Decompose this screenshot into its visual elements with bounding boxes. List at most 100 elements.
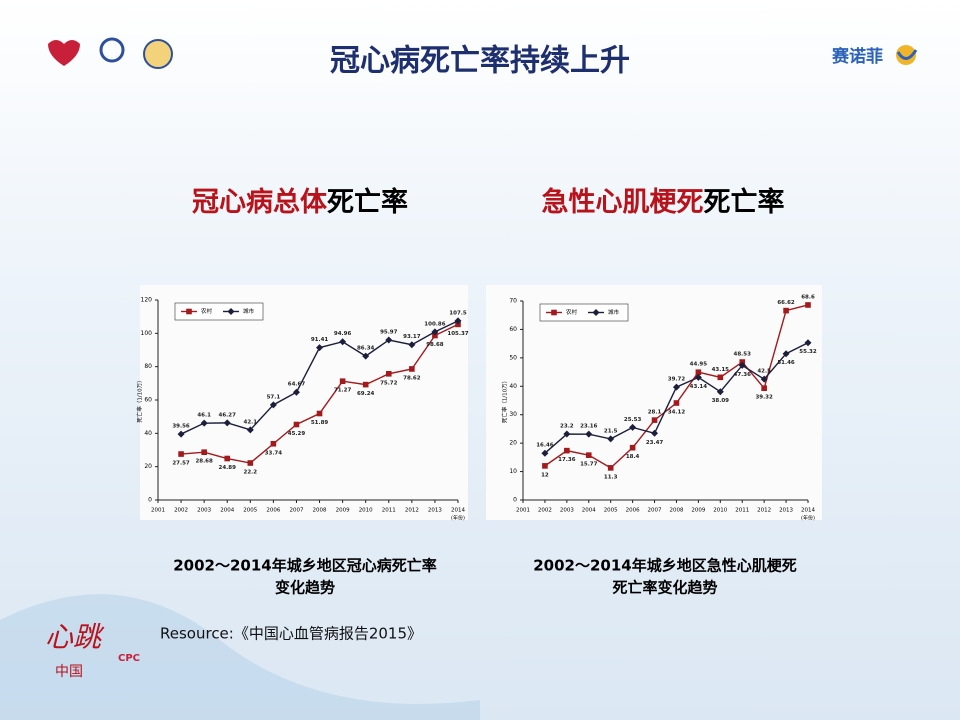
data-label: 47.36 xyxy=(734,372,752,378)
heading-part: 死亡率 xyxy=(327,186,408,218)
marker xyxy=(592,309,600,316)
data-label: 39.32 xyxy=(755,395,773,401)
x-tick-label: 2001 xyxy=(516,508,530,514)
x-tick-label: 2008 xyxy=(313,508,327,514)
heading-part: 冠心病总体 xyxy=(192,187,328,218)
marker xyxy=(607,435,615,443)
data-label: 46.1 xyxy=(197,413,211,419)
y-tick-label: 0 xyxy=(148,497,152,504)
x-tick-label: 2008 xyxy=(669,508,683,514)
marker xyxy=(408,341,416,349)
data-label: 22.2 xyxy=(244,470,258,476)
y-tick-label: 50 xyxy=(509,354,517,361)
data-label: 23.2 xyxy=(560,424,574,430)
legend-label: 农村 xyxy=(201,307,213,315)
caption: 2002～2014年城乡地区冠心病死亡率 xyxy=(173,557,437,575)
data-label: 33.74 xyxy=(265,450,283,456)
y-tick-label: 30 xyxy=(509,411,517,418)
data-label: 66.62 xyxy=(777,300,795,306)
marker xyxy=(782,350,790,358)
marker xyxy=(431,328,439,336)
marker xyxy=(227,308,235,315)
data-label: 48.53 xyxy=(734,352,752,358)
marker xyxy=(385,371,392,377)
badge-text: CPC xyxy=(118,653,140,664)
data-label: 55.32 xyxy=(799,349,817,355)
marker xyxy=(672,383,680,391)
marker xyxy=(607,465,614,471)
marker xyxy=(455,321,461,328)
y-axis-label: 死亡率（1/10万） xyxy=(136,377,144,422)
y-tick-label: 0 xyxy=(513,497,517,504)
marker xyxy=(783,307,789,314)
data-label: 11.3 xyxy=(604,474,618,480)
data-label: 25.53 xyxy=(624,417,642,423)
marker xyxy=(542,463,548,469)
marker xyxy=(409,366,415,372)
logos xyxy=(48,37,918,69)
decor xyxy=(0,594,480,720)
badge-text: 心跳 xyxy=(45,622,105,653)
data-label: 86.34 xyxy=(357,346,375,352)
marker xyxy=(362,352,370,360)
marker xyxy=(673,400,680,406)
x-tick-label: 2012 xyxy=(757,508,771,514)
x-tick-label: 2007 xyxy=(289,508,303,514)
legend-box xyxy=(539,303,629,322)
x-tick-label: 2013 xyxy=(428,508,442,514)
caption: 死亡率变化趋势 xyxy=(612,579,717,597)
data-label: 42.5 xyxy=(757,369,771,375)
x-tick-label: 2006 xyxy=(266,508,280,514)
caption: 变化趋势 xyxy=(275,579,335,597)
x-tick-label: 2013 xyxy=(779,508,793,514)
marker xyxy=(224,455,231,462)
data-label: 57.1 xyxy=(267,394,281,400)
marker xyxy=(717,374,724,381)
legend-box xyxy=(174,302,264,321)
marker xyxy=(454,317,462,325)
logo-text: 赛诺菲 xyxy=(831,46,883,67)
marker xyxy=(293,421,300,428)
data-label: 43.14 xyxy=(690,384,708,390)
chart-panel xyxy=(486,285,822,520)
marker xyxy=(270,440,277,447)
marker xyxy=(246,426,254,434)
marker xyxy=(651,417,658,423)
x-tick-label: 2004 xyxy=(582,508,596,514)
x-tick-label: 2007 xyxy=(648,508,662,514)
badge-text: 中国 xyxy=(55,664,83,680)
heading: 冠心病总体死亡率 xyxy=(192,186,408,218)
data-label: 27.57 xyxy=(172,461,190,467)
marker xyxy=(695,369,702,376)
x-tick-label: 2002 xyxy=(174,508,188,514)
x-tick-label: 2011 xyxy=(382,508,396,514)
data-label: 34.12 xyxy=(668,410,686,416)
data-label: 43.15 xyxy=(712,367,730,373)
data-label: 71.27 xyxy=(334,388,352,394)
data-label: 107.5 xyxy=(449,310,467,316)
data-label: 93.17 xyxy=(403,334,421,340)
marker xyxy=(316,344,324,352)
y-tick-label: 80 xyxy=(144,363,152,370)
data-label: 100.86 xyxy=(424,321,445,327)
x-tick-label: 2005 xyxy=(243,508,257,514)
x-tick-label: 2010 xyxy=(713,508,727,514)
marker xyxy=(362,381,369,388)
data-label: 23.16 xyxy=(580,424,598,430)
data-label: 39.56 xyxy=(172,424,190,430)
marker xyxy=(177,430,185,438)
marker xyxy=(805,302,811,308)
x-tick-label: 2009 xyxy=(336,508,350,514)
x-axis-label: (年份) xyxy=(801,515,815,522)
marker xyxy=(339,338,347,346)
data-label: 69.24 xyxy=(357,391,375,397)
marker xyxy=(316,410,323,417)
x-tick-label: 2014 xyxy=(801,508,815,514)
y-tick-label: 40 xyxy=(144,430,152,437)
y-tick-label: 120 xyxy=(141,297,153,304)
marker xyxy=(432,332,438,339)
y-tick-label: 60 xyxy=(509,326,517,333)
data-label: 51.46 xyxy=(777,360,795,366)
marker xyxy=(541,449,549,457)
